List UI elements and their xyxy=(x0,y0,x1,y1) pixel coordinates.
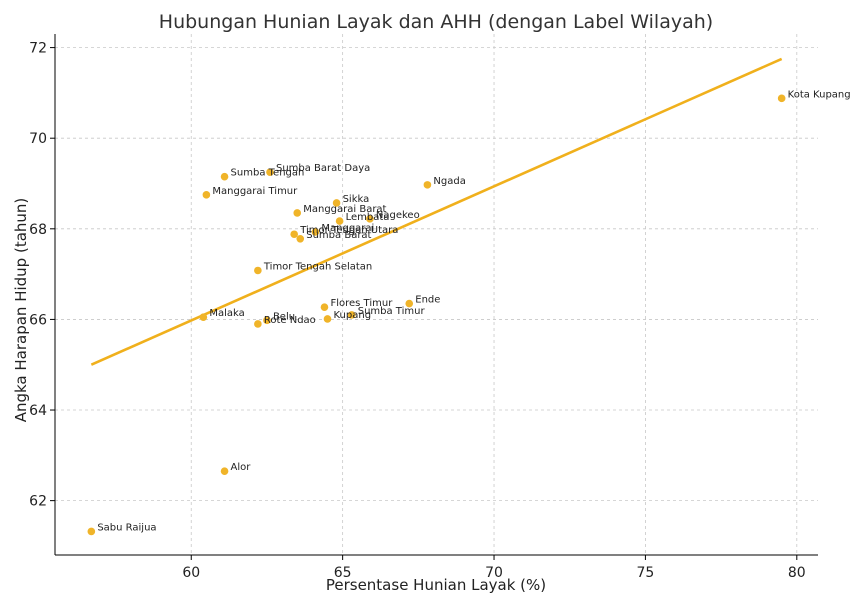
data-point xyxy=(290,230,298,239)
x-tick-label: 80 xyxy=(788,565,806,581)
point-label: Alor xyxy=(231,462,252,473)
point-label: Belu xyxy=(273,311,295,322)
data-point xyxy=(87,527,96,536)
point-label: Manggarai Barat xyxy=(303,204,386,215)
data-point xyxy=(220,467,229,475)
data-point xyxy=(199,313,208,321)
data-point xyxy=(323,315,332,323)
point-label: Kupang xyxy=(334,310,372,321)
point-label: Ngada xyxy=(433,176,465,187)
data-point xyxy=(254,320,262,328)
points-layer xyxy=(87,94,786,536)
chart-title: Hubungan Hunian Layak dan AHH (dengan La… xyxy=(159,11,713,33)
ticks-layer: 60 65 70 75 80 62 64 66 68 70 72 xyxy=(29,41,806,581)
y-tick-label: 70 xyxy=(29,131,47,147)
x-tick-label: 65 xyxy=(334,565,352,581)
data-point xyxy=(332,199,341,207)
point-label: Sabu Raijua xyxy=(97,522,156,533)
x-tick-label: 60 xyxy=(182,565,200,581)
data-point xyxy=(293,209,302,217)
point-label: Ende xyxy=(415,295,440,306)
point-label: Manggarai Timur xyxy=(212,186,298,197)
trendline-layer xyxy=(90,57,783,366)
y-tick-label: 68 xyxy=(29,222,47,238)
data-point xyxy=(423,181,432,189)
point-label: Sumba Timur xyxy=(358,306,426,317)
data-point xyxy=(405,299,414,308)
point-label: Lembata xyxy=(346,212,390,223)
x-tick-label: 75 xyxy=(637,565,655,581)
axes-layer xyxy=(54,34,818,556)
y-tick-label: 64 xyxy=(29,403,47,419)
data-point xyxy=(220,172,229,181)
data-point xyxy=(311,228,320,236)
data-point xyxy=(263,316,271,325)
trendline xyxy=(90,57,783,366)
point-label: Sumba Barat Daya xyxy=(276,163,370,174)
data-point xyxy=(254,266,262,275)
data-point xyxy=(202,191,211,199)
point-label: Sikka xyxy=(343,194,370,205)
data-point xyxy=(320,303,329,311)
data-point xyxy=(266,168,274,176)
point-label: Timor Tengah Utara xyxy=(299,225,398,236)
data-point xyxy=(335,217,344,225)
data-point xyxy=(296,234,305,243)
point-label: Sumba Barat xyxy=(306,230,371,241)
y-tick-label: 72 xyxy=(29,41,47,57)
grid-layer xyxy=(55,34,818,555)
y-tick-label: 66 xyxy=(29,312,47,328)
data-point xyxy=(366,215,374,223)
x-tick-label: 70 xyxy=(485,565,503,581)
y-axis-label: Angka Harapan Hidup (tahun) xyxy=(12,198,30,423)
point-label: Sumba Tengah xyxy=(231,168,305,179)
data-point xyxy=(777,94,786,103)
x-axis-label: Persentase Hunian Layak (%) xyxy=(326,576,546,594)
point-label: Flores Timur xyxy=(330,298,393,309)
data-point xyxy=(347,311,356,319)
point-label: Kota Kupang xyxy=(788,89,851,100)
y-tick-label: 62 xyxy=(29,494,47,510)
point-label: Manggarai xyxy=(321,223,374,234)
point-label: Timor Tengah Selatan xyxy=(263,261,372,272)
point-label: Nagekeo xyxy=(376,210,420,221)
point-label: Rote Ndao xyxy=(264,315,316,326)
point-label: Malaka xyxy=(209,308,244,319)
